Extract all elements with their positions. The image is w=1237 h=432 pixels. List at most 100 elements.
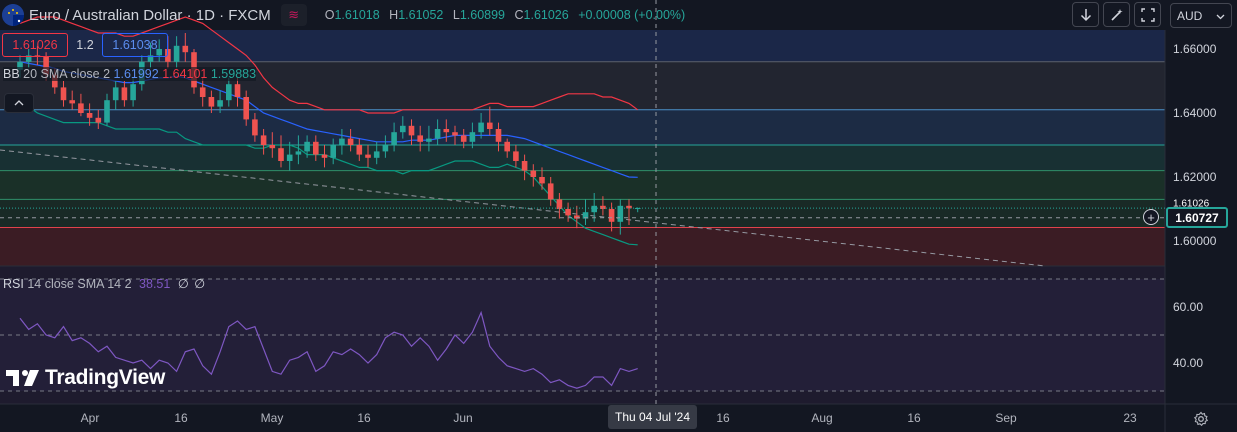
arrow-down-icon[interactable] <box>1072 2 1099 27</box>
grid-lines <box>0 30 1237 432</box>
rsi-legend[interactable]: RSI 14 close SMA 14 2 38.51 ∅ ∅ <box>3 276 205 291</box>
tradingview-mark-icon <box>6 370 39 386</box>
currency-select[interactable]: AUD <box>1170 3 1232 28</box>
eu-au-flag-icon <box>2 4 24 26</box>
x-label-may-16: 16 <box>357 411 371 425</box>
bb-lower-value: 1.59883 <box>210 67 257 81</box>
y-label-4: 1.60000 <box>1173 234 1217 248</box>
candle-body <box>330 145 336 158</box>
rsi-label-60: 60.00 <box>1173 300 1204 314</box>
candle-body <box>443 129 450 133</box>
zone-band-2 <box>0 109 1165 145</box>
candle-body <box>199 87 206 97</box>
candle-body <box>165 49 171 62</box>
y-label-1: 1.66000 <box>1173 42 1217 56</box>
candle-body <box>434 129 441 139</box>
rsi-extra-2: ∅ <box>194 277 206 291</box>
candle-body <box>495 129 502 142</box>
magic-icon[interactable] <box>1103 2 1130 27</box>
open-value: 1.61018 <box>334 8 380 22</box>
candle-body <box>156 49 162 56</box>
bb-name: BB <box>3 67 20 81</box>
y-label-2: 1.64000 <box>1173 106 1217 120</box>
candle-body <box>243 97 249 120</box>
x-label-aug: Aug <box>811 411 833 425</box>
change-value: +0.00008 (+0.00%) <box>578 8 686 22</box>
candle-body <box>426 138 432 142</box>
candle-body <box>304 141 310 152</box>
candle-body <box>226 84 232 101</box>
logo-text: TradingView <box>45 366 166 389</box>
candle-body <box>112 87 119 101</box>
buy-button[interactable]: 1.61038 <box>102 33 168 57</box>
candle-body <box>382 145 389 152</box>
symbol-title[interactable]: Euro / Australian Dollar · 1D · FXCM <box>29 6 271 24</box>
x-label-sep: Sep <box>995 411 1017 425</box>
screenshot-icon[interactable] <box>1134 2 1161 27</box>
zone-band-5 <box>0 199 1165 228</box>
candle-body <box>339 138 345 145</box>
candle-body <box>17 61 23 70</box>
candle-body <box>356 145 363 155</box>
price-zones <box>0 30 1165 404</box>
bb-params: 20 SMA close 2 <box>23 67 111 81</box>
candle-body <box>69 100 75 104</box>
candle-body <box>452 132 458 136</box>
collapse-legend-button[interactable] <box>4 93 34 113</box>
candle-body <box>521 161 528 171</box>
rsi-band <box>0 279 1165 391</box>
crosshair-date-label: Thu 04 Jul '24 <box>608 405 698 429</box>
candle-body <box>313 141 319 155</box>
candle-body <box>556 199 563 209</box>
x-label-aug-16: 16 <box>907 411 921 425</box>
candle-body <box>208 97 215 107</box>
x-label-apr: Apr <box>80 411 100 425</box>
currency-label: AUD <box>1177 8 1203 23</box>
candle-body <box>600 205 606 209</box>
add-alert-icon[interactable]: + <box>1143 209 1159 225</box>
candle-body <box>78 103 84 113</box>
spread-label: 1.2 <box>76 38 94 52</box>
x-label-apr-16: 16 <box>174 411 188 425</box>
bb-legend[interactable]: BB 20 SMA close 2 1.61992 1.64101 1.5988… <box>3 67 257 81</box>
bb-basis-line <box>19 61 638 178</box>
candle-body <box>252 119 258 136</box>
bb-basis-value: 1.61992 <box>113 67 159 81</box>
sell-button[interactable]: 1.61026 <box>2 33 68 57</box>
tradingview-logo[interactable]: TradingView <box>6 366 165 390</box>
candle-body <box>513 151 519 161</box>
candle-body <box>478 122 484 133</box>
bb-lower-line <box>19 99 638 246</box>
rsi-label-40: 40.00 <box>1173 356 1204 370</box>
chart-header: Euro / Australian Dollar · 1D · FXCM ≋ O… <box>0 0 685 30</box>
candle-body <box>25 55 32 62</box>
candle-body <box>365 154 371 158</box>
zone-band-6 <box>0 227 1165 266</box>
gear-icon[interactable] <box>1190 408 1212 430</box>
rsi-panel <box>19 310 638 389</box>
candle-body <box>217 100 223 107</box>
candle-body <box>530 170 537 177</box>
candle-body <box>582 212 589 219</box>
low-key: L <box>452 8 460 22</box>
bollinger-bands <box>19 16 639 246</box>
candle-body <box>286 154 293 161</box>
rsi-extra-1: ∅ <box>177 277 189 291</box>
candle-body <box>460 135 467 142</box>
candle-body <box>295 151 302 155</box>
x-label-sep-23: 23 <box>1123 411 1137 425</box>
candle-body <box>269 145 276 149</box>
current-price-label: 1.60727 <box>1166 207 1228 228</box>
candle-body <box>347 138 354 145</box>
high-key: H <box>389 8 399 22</box>
candle-body <box>391 132 397 145</box>
candle-body <box>565 209 571 216</box>
candle-body <box>104 100 110 123</box>
x-label-may: May <box>260 411 284 425</box>
candle-body <box>504 141 510 152</box>
candle-body <box>408 125 415 136</box>
low-value: 1.60899 <box>459 8 505 22</box>
candle-body <box>173 45 180 62</box>
compare-icon[interactable]: ≋ <box>280 4 307 26</box>
